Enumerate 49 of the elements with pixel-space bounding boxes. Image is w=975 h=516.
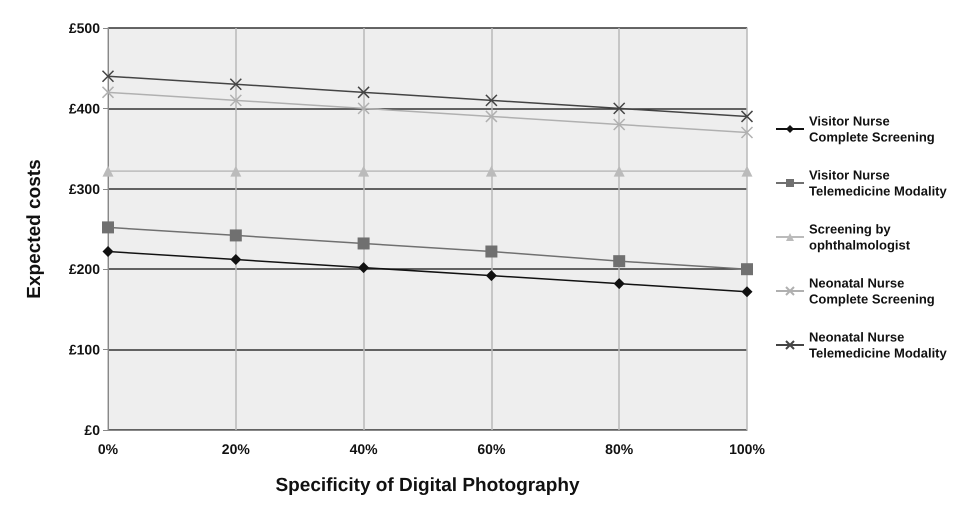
point	[485, 246, 498, 258]
point	[102, 70, 114, 82]
point	[230, 229, 242, 242]
y-tick-label: £500	[68, 20, 100, 36]
x-tick-label: 0%	[98, 441, 119, 457]
legend-label: Neonatal Nurse Telemedicine Modality	[809, 330, 948, 360]
point	[230, 78, 242, 91]
legend-label: Visitor Nurse Complete Screening	[809, 114, 935, 144]
y-tick-label: £300	[68, 180, 100, 197]
point	[614, 278, 625, 290]
point	[486, 270, 497, 282]
point	[357, 102, 370, 115]
y-tick-label: £400	[68, 100, 100, 116]
x-tick-label: 100%	[729, 441, 766, 457]
legend-label: Screening by ophthalmologist	[809, 222, 911, 252]
point	[358, 262, 370, 274]
y-tick-label: £200	[68, 261, 100, 278]
x-tick-label: 20%	[222, 441, 250, 457]
x-tick-label: 60%	[477, 441, 506, 457]
point	[102, 221, 114, 234]
point	[742, 286, 752, 298]
x-tick-label: 40%	[350, 441, 378, 457]
point	[740, 110, 754, 123]
point	[230, 94, 242, 107]
y-tick-label: £100	[68, 342, 100, 358]
point	[357, 86, 370, 99]
y-axis-title: Expected costs	[24, 159, 45, 299]
y-tick-label: £0	[84, 422, 100, 438]
point	[612, 118, 626, 131]
point	[102, 166, 114, 177]
legend-label: Visitor Nurse Telemedicine Modality	[809, 168, 948, 198]
point	[358, 237, 370, 250]
point	[102, 246, 114, 258]
point	[613, 255, 626, 268]
point	[230, 166, 242, 177]
legend-label: Neonatal Nurse Complete Screening	[809, 276, 935, 306]
point	[102, 86, 114, 99]
x-axis-title: Specificity of Digital Photography	[275, 475, 580, 496]
point	[485, 110, 498, 123]
point	[358, 166, 370, 177]
point	[230, 254, 242, 266]
point	[740, 126, 754, 139]
point	[485, 94, 498, 107]
point	[742, 166, 752, 177]
x-tick-label: 80%	[605, 441, 634, 457]
point	[612, 102, 626, 115]
point	[614, 166, 625, 177]
point	[486, 166, 497, 177]
point	[741, 263, 753, 276]
